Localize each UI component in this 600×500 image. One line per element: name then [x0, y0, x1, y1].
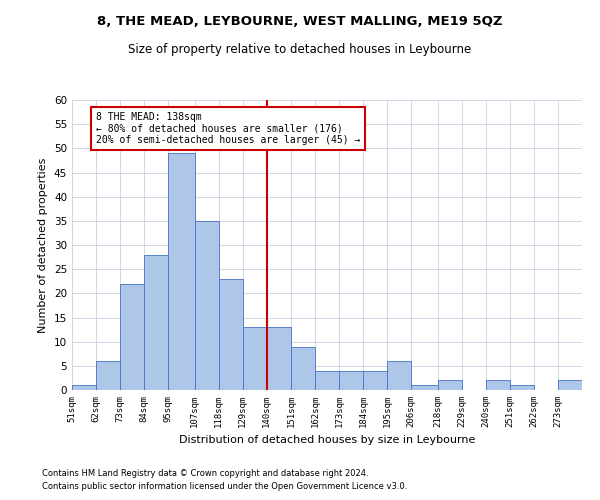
- Bar: [72, 385, 96, 390]
- Bar: [120, 284, 144, 390]
- Bar: [96, 361, 120, 390]
- X-axis label: Distribution of detached houses by size in Leybourne: Distribution of detached houses by size …: [179, 436, 475, 446]
- Bar: [144, 254, 169, 390]
- Bar: [510, 385, 534, 390]
- Bar: [485, 380, 510, 390]
- Bar: [387, 361, 411, 390]
- Bar: [558, 380, 582, 390]
- Bar: [315, 370, 339, 390]
- Bar: [243, 327, 267, 390]
- Bar: [194, 221, 218, 390]
- Bar: [218, 279, 243, 390]
- Bar: [411, 385, 437, 390]
- Text: 8, THE MEAD, LEYBOURNE, WEST MALLING, ME19 5QZ: 8, THE MEAD, LEYBOURNE, WEST MALLING, ME…: [97, 15, 503, 28]
- Y-axis label: Number of detached properties: Number of detached properties: [38, 158, 49, 332]
- Bar: [291, 346, 315, 390]
- Bar: [437, 380, 461, 390]
- Text: Contains public sector information licensed under the Open Government Licence v3: Contains public sector information licen…: [42, 482, 407, 491]
- Text: 8 THE MEAD: 138sqm
← 80% of detached houses are smaller (176)
20% of semi-detach: 8 THE MEAD: 138sqm ← 80% of detached hou…: [96, 112, 361, 146]
- Text: Contains HM Land Registry data © Crown copyright and database right 2024.: Contains HM Land Registry data © Crown c…: [42, 468, 368, 477]
- Text: Size of property relative to detached houses in Leybourne: Size of property relative to detached ho…: [128, 42, 472, 56]
- Bar: [339, 370, 363, 390]
- Bar: [267, 327, 291, 390]
- Bar: [169, 153, 194, 390]
- Bar: [363, 370, 387, 390]
